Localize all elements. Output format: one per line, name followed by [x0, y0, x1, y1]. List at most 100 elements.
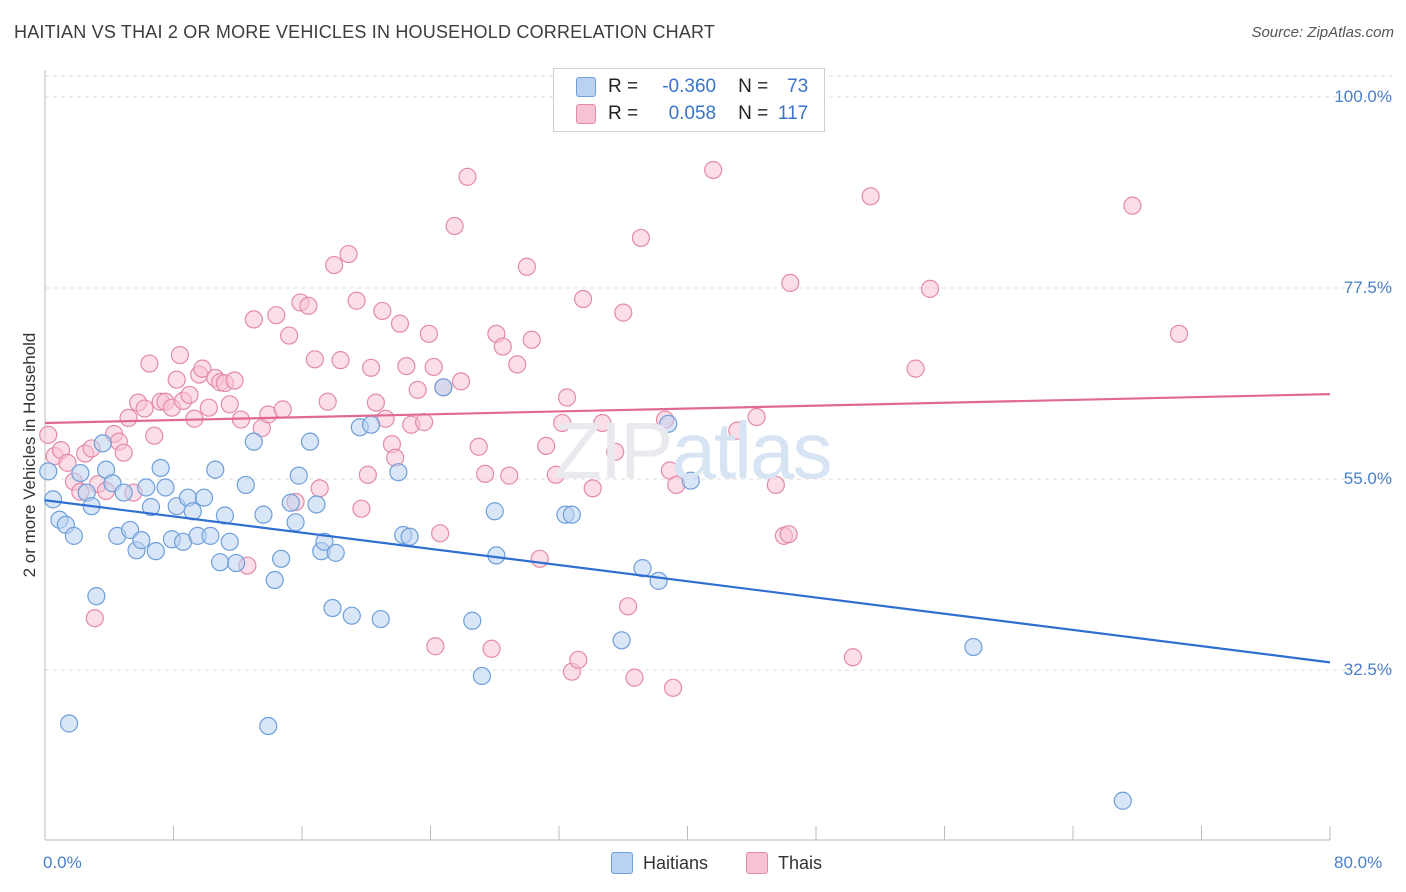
- thai-point: [140, 354, 159, 373]
- haitian-point: [121, 520, 140, 540]
- r-label: R =: [608, 103, 639, 124]
- thai-point: [170, 345, 190, 365]
- thai-point: [766, 475, 785, 495]
- thais-legend-swatch: [746, 852, 768, 874]
- trend-lines: [44, 393, 1331, 664]
- thai-point: [85, 609, 104, 628]
- thai-point: [114, 443, 133, 462]
- thai-point: [273, 400, 292, 419]
- legend-item-thais: Thais: [746, 852, 822, 874]
- thai-point: [583, 479, 602, 498]
- haitian-point: [244, 432, 263, 451]
- thai-point: [280, 326, 299, 345]
- haitian-point: [194, 488, 214, 507]
- y-tick-label: 32.5%: [1343, 660, 1392, 679]
- haitian-point: [93, 434, 112, 453]
- y-tick-label: 100.0%: [1334, 87, 1392, 106]
- haitian-point: [59, 714, 79, 733]
- thai-point: [861, 187, 880, 206]
- haitian-point: [146, 542, 165, 561]
- haitian-point: [300, 432, 320, 451]
- thai-point: [431, 524, 450, 543]
- n-value: 117: [777, 103, 809, 124]
- haitian-point: [254, 505, 273, 524]
- haitians-swatch: [576, 77, 596, 97]
- thai-point: [625, 668, 644, 687]
- haitian-point: [156, 478, 175, 497]
- thais-swatch: [576, 104, 596, 124]
- thai-point: [843, 648, 863, 667]
- haitian-point: [265, 570, 284, 590]
- thai-point: [220, 395, 239, 414]
- thai-point: [618, 597, 638, 616]
- thai-point: [135, 399, 154, 418]
- thai-point: [352, 499, 371, 518]
- thai-point: [573, 289, 593, 309]
- thai-point: [299, 296, 318, 315]
- watermark-atlas: atlas: [671, 406, 832, 495]
- thai-points: [39, 160, 1189, 697]
- thai-point: [145, 426, 164, 445]
- thai-point: [244, 310, 263, 329]
- thai-point: [522, 330, 541, 349]
- legend-label-thais: Thais: [778, 852, 823, 873]
- haitian-point: [649, 571, 668, 590]
- haitian-point: [681, 471, 700, 490]
- r-value: -0.360: [662, 76, 717, 97]
- y-tick-label: 55.0%: [1343, 469, 1392, 488]
- haitian-point: [259, 716, 278, 736]
- haitian-point: [472, 666, 491, 686]
- thai-point: [397, 356, 416, 376]
- n-value: 73: [787, 76, 809, 97]
- haitian-point: [361, 415, 381, 434]
- haitian-point: [463, 611, 482, 630]
- haitian-point: [227, 553, 246, 573]
- thai-point: [557, 388, 577, 407]
- thai-point: [569, 650, 588, 669]
- haitian-point: [236, 475, 255, 495]
- haitian-point: [659, 414, 678, 433]
- thai-point: [779, 525, 798, 544]
- thai-point: [482, 639, 501, 658]
- haitian-point: [315, 532, 334, 551]
- thai-point: [39, 425, 58, 444]
- thai-point: [663, 678, 683, 697]
- haitian-point: [64, 526, 84, 545]
- haitian-point: [286, 513, 305, 532]
- haitian-point: [210, 553, 230, 572]
- thai-point: [906, 359, 925, 378]
- thai-point: [458, 167, 477, 186]
- thai-point: [1123, 196, 1142, 215]
- thai-point: [419, 324, 438, 343]
- thai-point: [451, 372, 471, 391]
- series-legend: Haitians Thais: [0, 852, 1406, 876]
- thai-point: [537, 436, 556, 455]
- r-value: 0.058: [668, 103, 717, 124]
- haitian-point: [87, 587, 106, 606]
- thai-point: [305, 350, 324, 369]
- haitian-point: [43, 490, 63, 509]
- haitian-point: [612, 631, 631, 650]
- haitian-points: [39, 378, 1132, 810]
- haitian-point: [562, 505, 581, 524]
- thai-point: [408, 380, 427, 399]
- thai-point: [631, 228, 651, 248]
- thai-point: [225, 371, 244, 390]
- haitian-point: [272, 549, 291, 568]
- y-axis-label: 2 or more Vehicles in Household: [20, 332, 39, 578]
- thai-point: [704, 160, 723, 180]
- thai-point: [167, 370, 186, 389]
- legend-label-haitians: Haitians: [643, 852, 709, 873]
- haitian-point: [151, 458, 170, 478]
- thai-point: [593, 413, 612, 433]
- thai-point: [445, 216, 464, 236]
- thai-point: [347, 291, 366, 310]
- haitian-point: [485, 502, 504, 521]
- haitian-point: [132, 531, 151, 550]
- thai-point: [180, 385, 199, 405]
- thai-point: [517, 257, 536, 276]
- haitian-point: [307, 495, 326, 514]
- thai-point: [614, 303, 633, 322]
- thai-point: [390, 314, 410, 333]
